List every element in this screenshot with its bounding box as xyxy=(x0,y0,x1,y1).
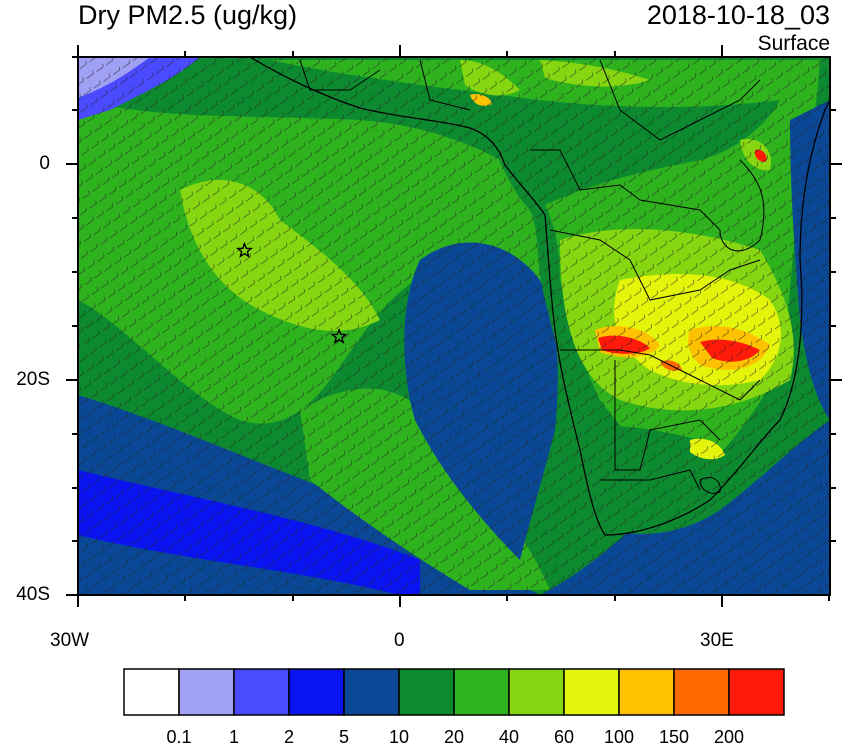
axis-ticks xyxy=(66,45,842,607)
colorbar-label: 10 xyxy=(388,727,410,747)
colorbar-swatch xyxy=(508,668,565,716)
colorbar-swatch xyxy=(343,668,400,716)
colorbar-swatch xyxy=(563,668,620,716)
lat-label-40s: 40S xyxy=(16,584,50,605)
colorbar-label: 200 xyxy=(713,727,745,747)
star-marker xyxy=(236,241,254,258)
lon-label-30e: 30E xyxy=(700,630,734,651)
pm25-field xyxy=(78,57,830,595)
colorbar-swatch xyxy=(288,668,345,716)
colorbar-label: 0.1 xyxy=(166,727,192,747)
lat-label-20s: 20S xyxy=(16,369,50,390)
colorbar-swatch xyxy=(728,668,785,716)
lat-label-0: 0 xyxy=(39,153,50,174)
colorbar-swatch xyxy=(673,668,730,716)
colorbar-label: 5 xyxy=(338,727,349,747)
colorbar-label: 20 xyxy=(443,727,465,747)
colorbar-swatch xyxy=(233,668,290,716)
lon-label-0: 0 xyxy=(394,630,405,651)
colorbar-swatch xyxy=(178,668,235,716)
colorbar-swatch xyxy=(398,668,455,716)
colorbar-swatch xyxy=(453,668,510,716)
colorbar-label: 1 xyxy=(228,727,239,747)
level-label: Surface xyxy=(757,32,830,55)
star-marker xyxy=(330,327,348,344)
colorbar-label: 150 xyxy=(658,727,690,747)
colorbar-label: 40 xyxy=(498,727,520,747)
datetime-label: 2018-10-18_03 xyxy=(646,0,830,30)
colorbar-label: 60 xyxy=(553,727,575,747)
colorbar-label: 2 xyxy=(283,727,294,747)
colorbar-swatch xyxy=(618,668,675,716)
colorbar-label: 100 xyxy=(603,727,635,747)
colorbar-swatch xyxy=(123,668,180,716)
map-title: Dry PM2.5 (ug/kg) xyxy=(78,0,298,30)
colorbar xyxy=(123,668,785,716)
lon-label-30w: 30W xyxy=(50,630,90,651)
